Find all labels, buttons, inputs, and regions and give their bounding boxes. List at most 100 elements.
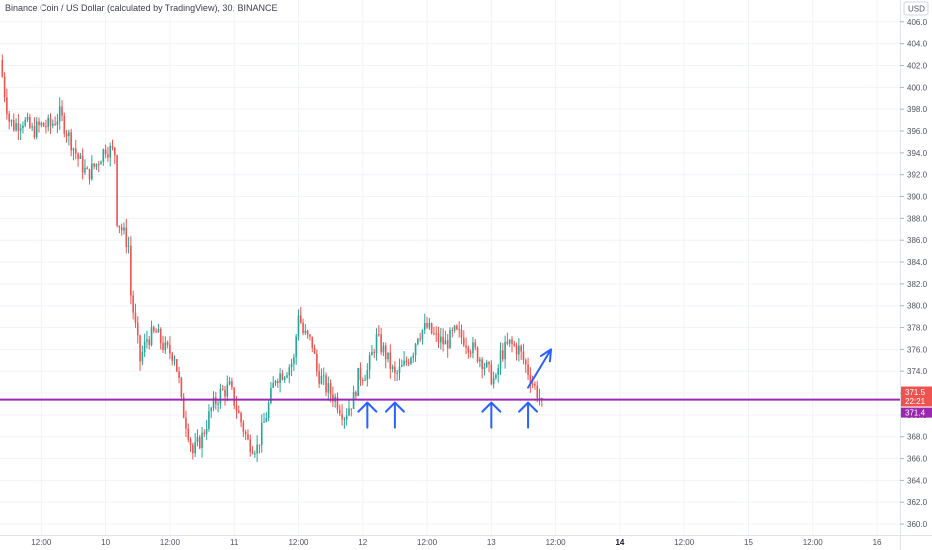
candle-body: [384, 345, 387, 360]
candle-body: [205, 429, 208, 434]
line-price-tag: 371.4: [901, 407, 932, 418]
candle-body: [29, 117, 31, 128]
candle-body: [109, 145, 112, 158]
candle-body: [272, 383, 275, 388]
candle-body: [497, 368, 500, 375]
candle-body: [483, 366, 486, 369]
candle-body: [524, 360, 527, 365]
candle-body: [166, 342, 169, 345]
candle-body: [504, 341, 506, 360]
candle-body: [412, 355, 415, 358]
candle-body: [178, 371, 180, 378]
candle-body: [228, 381, 231, 385]
candle-body: [313, 347, 316, 354]
candle-body: [299, 315, 302, 323]
candle-body: [175, 359, 178, 372]
candle-body: [428, 323, 431, 328]
candle-body: [91, 163, 93, 180]
candle-body: [242, 422, 245, 432]
candle-body: [24, 119, 27, 126]
candle-body: [10, 120, 13, 122]
candle-body: [237, 410, 240, 413]
candle-body: [180, 377, 183, 397]
candle-body: [435, 333, 438, 335]
candle-body: [437, 333, 440, 343]
candle-body: [49, 117, 52, 126]
candle-body: [387, 352, 389, 360]
time-tick-label: 15: [744, 538, 753, 547]
candle-body: [189, 439, 192, 445]
candle-body: [467, 347, 470, 353]
candle-body: [541, 397, 543, 399]
line-price-tag-bg: [901, 407, 932, 418]
candle-body: [446, 340, 449, 349]
candle-body: [442, 336, 444, 345]
candle-body: [403, 360, 405, 366]
candle-body: [219, 388, 222, 404]
candle-body: [375, 333, 378, 354]
candle-body: [430, 323, 433, 334]
time-tick-label: 13: [487, 538, 496, 547]
candle-body: [343, 419, 346, 421]
price-tick-label: 378.0: [907, 324, 928, 333]
last-price-tag-bg: [901, 386, 932, 407]
candle-body: [281, 373, 284, 380]
candle-body: [400, 365, 403, 367]
time-tick-label: 12: [358, 538, 367, 547]
candle-body: [35, 121, 38, 137]
price-axis[interactable]: 360.0362.0364.0366.0368.0370.0372.0374.0…: [900, 0, 932, 550]
candle-body: [364, 379, 366, 381]
price-tick-label: 366.0: [907, 455, 928, 464]
candle-body: [6, 97, 8, 114]
candle-body: [495, 374, 497, 379]
time-tick-label: 12:00: [546, 538, 567, 547]
candle-body: [111, 145, 114, 148]
trend-arrow-annotation: [527, 348, 553, 389]
candle-body: [359, 367, 362, 381]
price-tick-label: 380.0: [907, 302, 928, 311]
candle-body: [283, 377, 286, 380]
candle-body: [304, 330, 307, 334]
candle-body: [208, 411, 210, 430]
candle-body: [481, 359, 483, 369]
time-axis[interactable]: 12:00 10 12:00 11 12:00 12 12:00 13 12:00 14 12:00…: [0, 535, 932, 548]
candle-body: [433, 333, 435, 335]
candle-body: [120, 227, 123, 231]
currency-box: USD: [903, 1, 929, 16]
candle-body: [426, 322, 428, 328]
candle-body: [316, 353, 318, 372]
price-tick-label: 404.0: [907, 40, 928, 49]
candle-body: [444, 340, 447, 345]
up-arrow-annotation: [384, 401, 405, 429]
candle-body: [499, 350, 502, 369]
price-tick-label: 386.0: [907, 236, 928, 245]
candle-body: [529, 374, 532, 384]
candle-body: [306, 330, 309, 335]
candle-body: [407, 362, 410, 364]
candle-body: [203, 432, 206, 434]
candle-body: [492, 378, 495, 385]
candle-body: [171, 353, 173, 361]
candle-body: [54, 123, 56, 125]
candle-body: [84, 167, 86, 173]
candle-body: [490, 364, 493, 385]
time-tick-label: 12:00: [288, 538, 309, 547]
candle-body: [456, 325, 458, 330]
candle-body: [130, 245, 132, 296]
candle-body: [378, 333, 380, 335]
candle-body: [139, 335, 141, 362]
candle-body: [61, 106, 63, 116]
candle-body: [398, 366, 401, 373]
candle-body: [325, 375, 327, 393]
candle-body: [63, 115, 66, 134]
candle-body: [288, 367, 291, 376]
candle-body: [332, 394, 334, 402]
candle-body: [336, 396, 339, 410]
candle-body: [290, 363, 293, 368]
candle-body: [320, 375, 323, 384]
candle-body: [231, 381, 233, 388]
candle-body: [26, 117, 29, 120]
candle-body: [366, 370, 369, 380]
candle-body: [249, 439, 252, 453]
